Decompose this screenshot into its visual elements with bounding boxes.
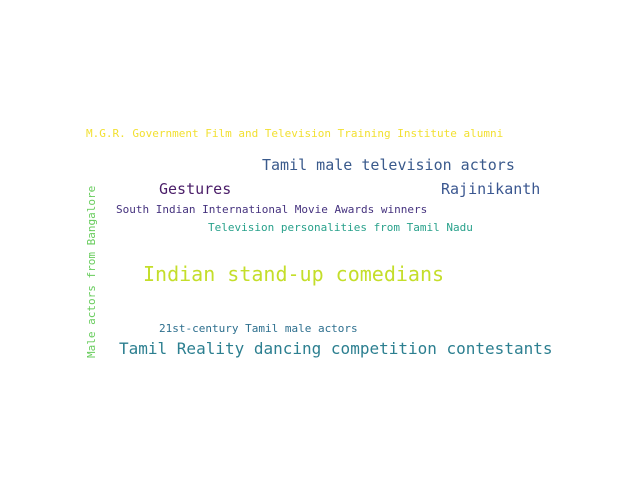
word-21st-century-actors: 21st-century Tamil male actors bbox=[159, 322, 358, 335]
word-male-actors-bangalore: Male actors from Bangalore bbox=[85, 185, 98, 358]
word-tv-personalities: Television personalities from Tamil Nadu bbox=[208, 221, 473, 234]
word-mgr-institute: M.G.R. Government Film and Television Tr… bbox=[86, 127, 504, 140]
word-tamil-tv-actors: Tamil male television actors bbox=[262, 156, 515, 174]
word-reality-dancing: Tamil Reality dancing competition contes… bbox=[119, 339, 553, 358]
word-standup-comedians: Indian stand-up comedians bbox=[143, 262, 445, 286]
word-siima-winners: South Indian International Movie Awards … bbox=[116, 203, 428, 216]
word-gestures: Gestures bbox=[159, 180, 232, 198]
word-rajinikanth: Rajinikanth bbox=[441, 180, 541, 198]
